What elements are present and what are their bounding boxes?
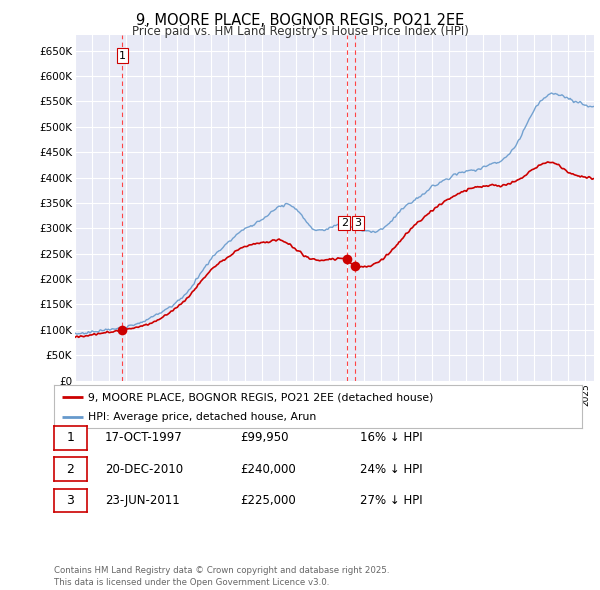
Text: 1: 1 (67, 431, 74, 444)
Text: 1: 1 (119, 51, 126, 61)
Text: Price paid vs. HM Land Registry's House Price Index (HPI): Price paid vs. HM Land Registry's House … (131, 25, 469, 38)
Text: 2: 2 (67, 463, 74, 476)
Text: 3: 3 (67, 494, 74, 507)
Text: £99,950: £99,950 (240, 431, 289, 444)
Text: 9, MOORE PLACE, BOGNOR REGIS, PO21 2EE (detached house): 9, MOORE PLACE, BOGNOR REGIS, PO21 2EE (… (88, 392, 434, 402)
Text: £225,000: £225,000 (240, 494, 296, 507)
Text: 27% ↓ HPI: 27% ↓ HPI (360, 494, 422, 507)
Text: Contains HM Land Registry data © Crown copyright and database right 2025.
This d: Contains HM Land Registry data © Crown c… (54, 566, 389, 587)
Text: 16% ↓ HPI: 16% ↓ HPI (360, 431, 422, 444)
Text: 2: 2 (341, 218, 348, 228)
Text: 24% ↓ HPI: 24% ↓ HPI (360, 463, 422, 476)
Text: 17-OCT-1997: 17-OCT-1997 (105, 431, 183, 444)
Text: 3: 3 (355, 218, 361, 228)
Text: 20-DEC-2010: 20-DEC-2010 (105, 463, 183, 476)
Text: 23-JUN-2011: 23-JUN-2011 (105, 494, 180, 507)
Text: £240,000: £240,000 (240, 463, 296, 476)
Text: 9, MOORE PLACE, BOGNOR REGIS, PO21 2EE: 9, MOORE PLACE, BOGNOR REGIS, PO21 2EE (136, 13, 464, 28)
Text: HPI: Average price, detached house, Arun: HPI: Average price, detached house, Arun (88, 412, 317, 422)
